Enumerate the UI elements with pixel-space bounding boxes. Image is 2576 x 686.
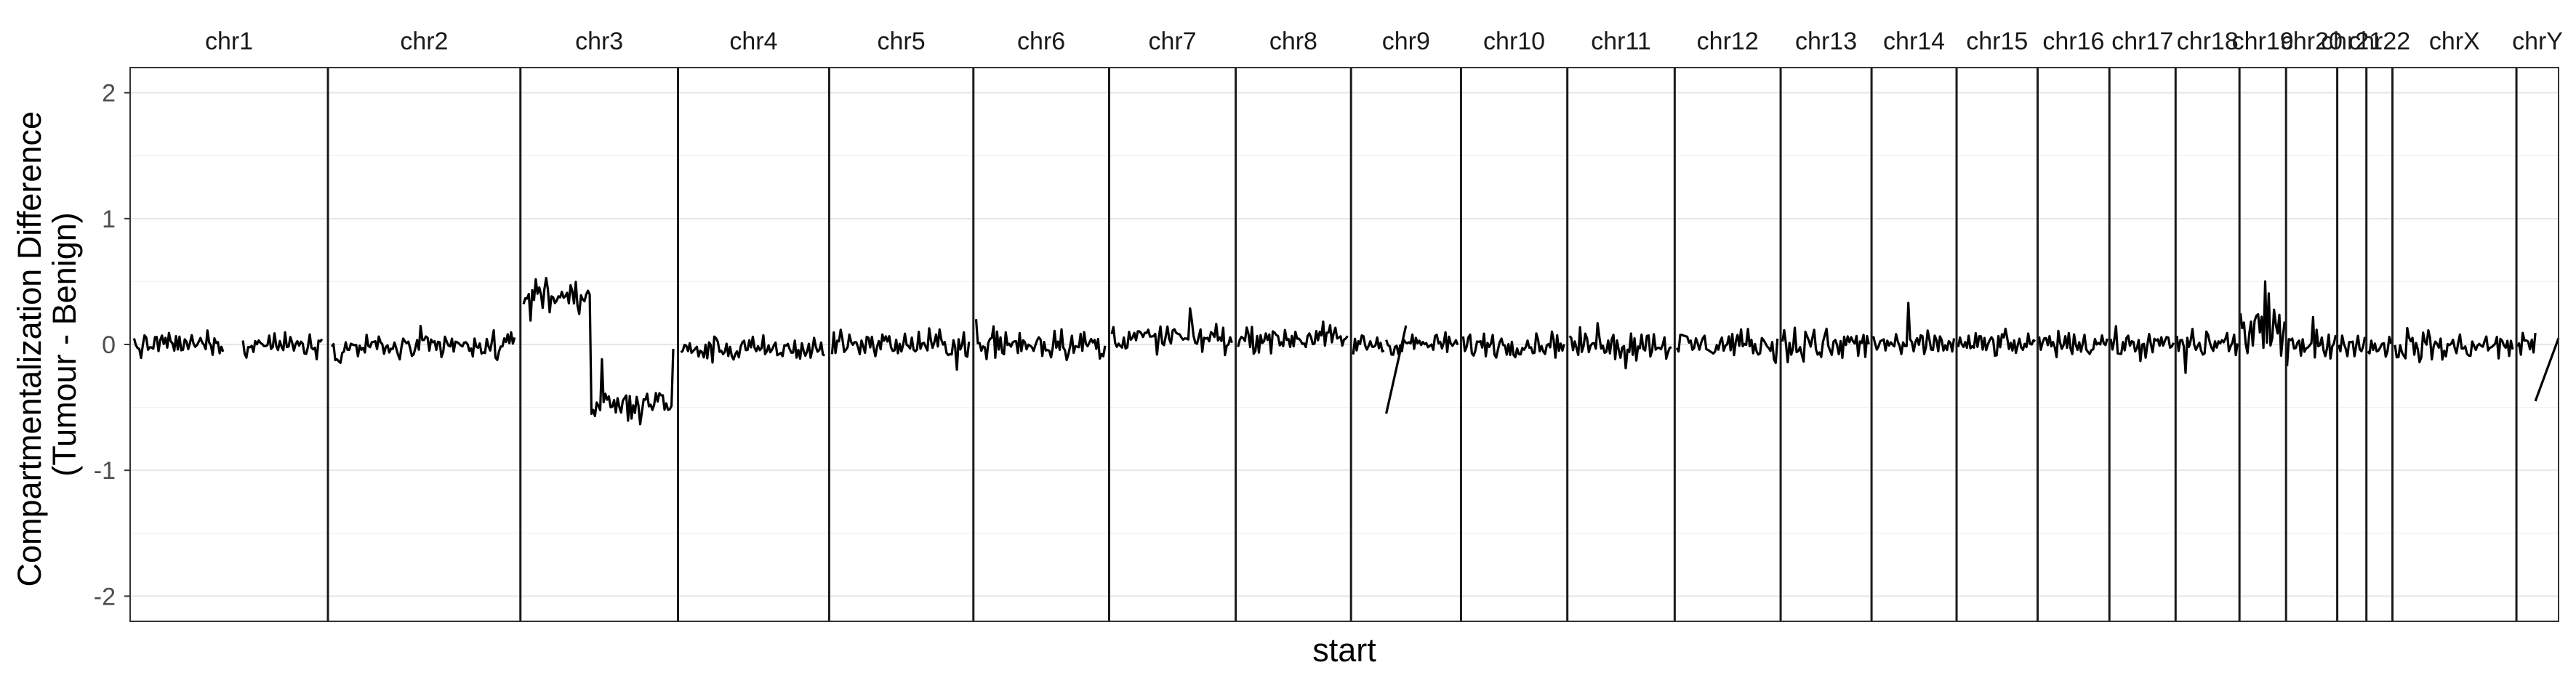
series-line-chr1-1 [241,331,324,360]
strip-label-chr13: chr13 [1795,28,1857,55]
y-tick-label-0: -2 [94,583,116,610]
series-line-chr8-0 [1237,320,1349,355]
series-line-chr21-0 [2338,334,2367,358]
y-tick-label-2: 0 [102,331,116,359]
series-line-chr17-0 [2109,325,2175,363]
series-line-chr3-0 [522,277,675,426]
strip-label-chr20: chr20 [2281,28,2343,55]
y-axis-ticks: -2 -1 0 1 2 [94,80,130,610]
strip-label-chr17: chr17 [2111,28,2173,55]
strip-label-chr5: chr5 [878,28,926,55]
strip-label-chr10: chr10 [1483,28,1545,55]
strip-label-chr11: chr11 [1591,28,1651,55]
strip-label-chr8: chr8 [1269,28,1317,55]
y-axis-title-line-2: (Tumour - Benign) [46,212,83,476]
series-line-chr1-0 [132,329,225,360]
series-bridge-chrY [2534,337,2560,402]
panel-border [129,67,2559,622]
series-line-chr5-0 [830,327,971,371]
series-line-chr15-0 [1957,327,2037,357]
series-bridge-chr9 [1385,325,1408,414]
series-line-chr6-0 [974,319,1107,361]
strip-label-chr9: chr9 [1382,28,1430,55]
strip-label-chr12: chr12 [1697,28,1759,55]
strip-label-chr19: chr19 [2232,28,2294,55]
series-line-chrX-0 [2394,326,2514,363]
strip-label-chrY: chrY [2512,28,2563,55]
strip-label-chr7: chr7 [1148,28,1196,55]
strip-label-chrX: chrX [2429,28,2480,55]
series-line-chr11-0 [1568,322,1672,370]
series-line-chr13-0 [1781,326,1870,363]
strip-label-chr22: chr22 [2348,28,2410,55]
x-axis-title: start [1312,631,1376,669]
series-line-chr18-0 [2175,328,2239,374]
series-line-chr16-0 [2037,329,2108,359]
strip-label-chr2: chr2 [400,28,448,55]
strip-label-chr4: chr4 [729,28,777,55]
series-line-chr9-1 [1385,331,1459,356]
series-line-chr2-0 [330,325,516,364]
strip-label-chr18: chr18 [2177,28,2239,55]
series-line-chrY-0 [2516,331,2537,356]
series-line-chr14-0 [1871,302,1956,355]
strip-label-chr21: chr21 [2321,28,2383,55]
strip-label-chr6: chr6 [1017,28,1065,55]
y-axis-title-line-1: Compartmentalization Difference [11,111,48,586]
y-tick-label-1: -1 [94,457,116,485]
series-line-chr19-0 [2239,280,2286,357]
strip-label-chr1: chr1 [205,28,253,55]
series-line-chr20-0 [2286,315,2338,367]
series-line-chr10-0 [1461,330,1565,359]
y-axis-title: Compartmentalization Difference (Tumour … [11,102,83,587]
strip-label-chr16: chr16 [2042,28,2104,55]
strip-label-chr3: chr3 [575,28,623,55]
series-line-chr4-0 [680,334,826,364]
series [132,277,2560,426]
series-line-chr12-0 [1675,328,1779,364]
series-line-chr7-0 [1110,307,1233,357]
y-tick-label-3: 1 [102,206,116,233]
facet-dividers [326,68,2518,621]
strip-label-chr14: chr14 [1883,28,1945,55]
y-tick-label-4: 2 [102,80,116,108]
series-line-chr9-0 [1352,334,1385,355]
series-line-chr22-0 [2367,336,2393,358]
facet-strip-labels: chr1 chr2 chr3 chr4 chr5 chr6 chr7 chr8 chr9 chr1… [205,28,2563,55]
strip-label-chr15: chr15 [1966,28,2028,55]
